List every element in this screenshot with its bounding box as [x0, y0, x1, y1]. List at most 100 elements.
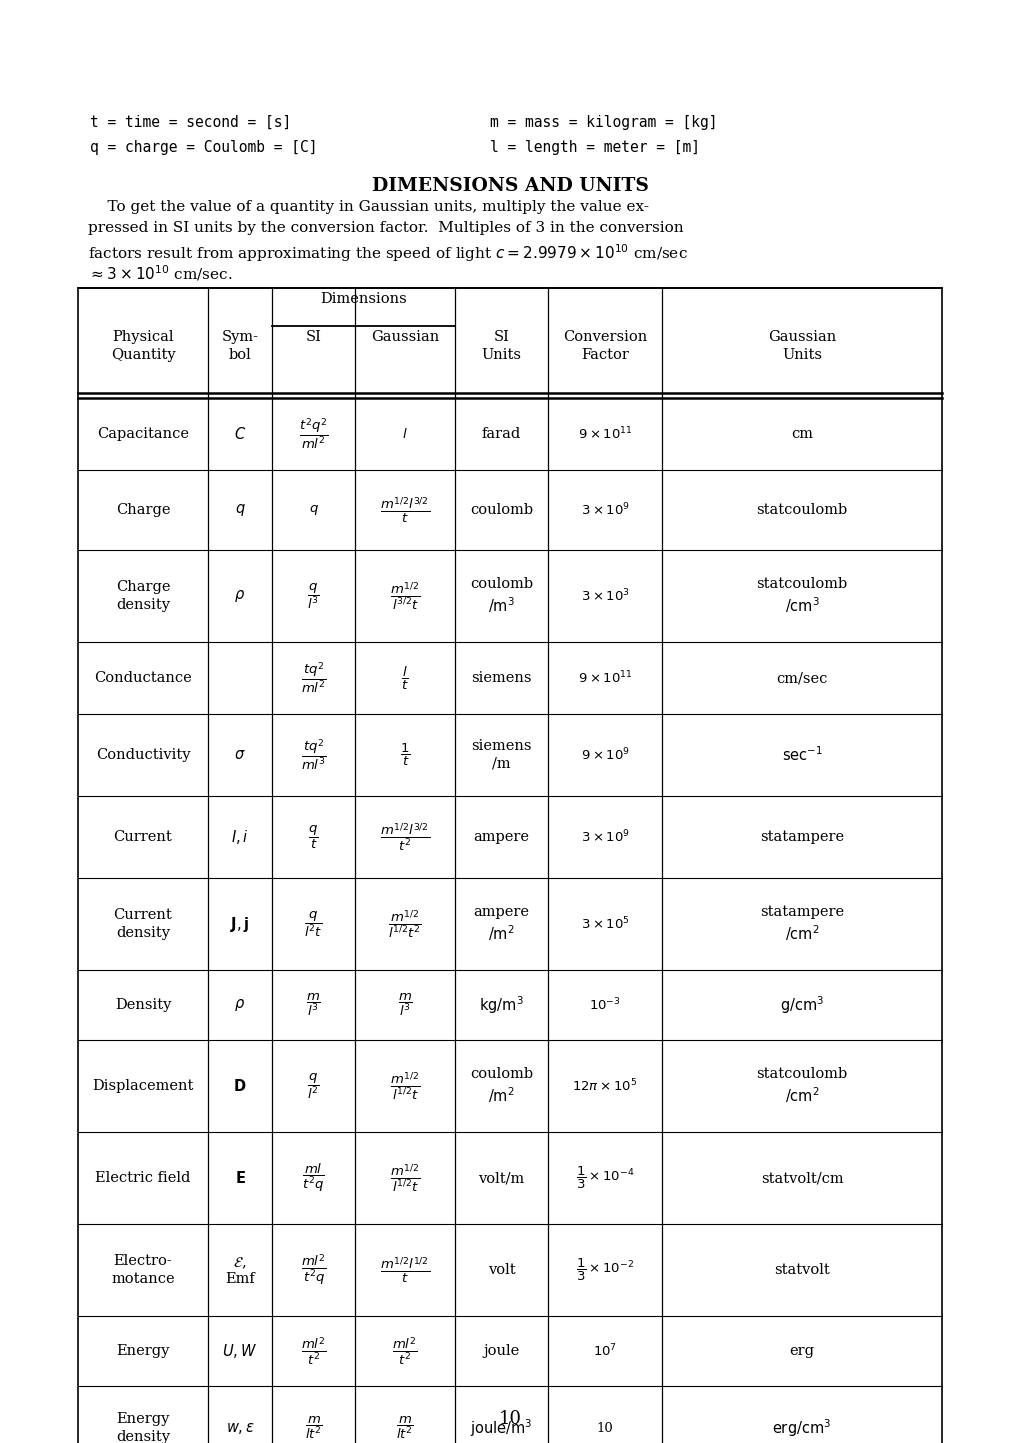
Text: $\dfrac{m^{1/2}}{l^{1/2}t}$: $\dfrac{m^{1/2}}{l^{1/2}t}$ — [389, 1162, 420, 1193]
Text: DIMENSIONS AND UNITS: DIMENSIONS AND UNITS — [371, 177, 648, 195]
Text: $\dfrac{m}{lt^2}$: $\dfrac{m}{lt^2}$ — [305, 1414, 322, 1442]
Text: t = time = second = [s]: t = time = second = [s] — [90, 115, 291, 130]
Text: $\dfrac{m^{1/2}l^{1/2}}{t}$: $\dfrac{m^{1/2}l^{1/2}}{t}$ — [380, 1255, 430, 1284]
Text: Displacement: Displacement — [93, 1079, 194, 1092]
Text: $\dfrac{l}{t}$: $\dfrac{l}{t}$ — [400, 664, 409, 691]
Text: Conductivity: Conductivity — [96, 747, 191, 762]
Text: $q$: $q$ — [308, 504, 318, 517]
Text: $\approx 3 \times 10^{10}$ cm/sec.: $\approx 3 \times 10^{10}$ cm/sec. — [88, 263, 232, 283]
Text: Current: Current — [113, 830, 172, 844]
Text: joule: joule — [483, 1343, 519, 1358]
Text: $I, i$: $I, i$ — [231, 828, 249, 846]
Text: $9 \times 10^{11}$: $9 \times 10^{11}$ — [577, 426, 632, 443]
Text: $\dfrac{1}{3} \times 10^{-2}$: $\dfrac{1}{3} \times 10^{-2}$ — [576, 1257, 634, 1283]
Text: statvolt/cm: statvolt/cm — [760, 1172, 843, 1185]
Text: $\dfrac{1}{t}$: $\dfrac{1}{t}$ — [399, 742, 410, 768]
Text: $3 \times 10^{9}$: $3 \times 10^{9}$ — [580, 502, 629, 518]
Text: coulomb
$/\mathrm{m}^2$: coulomb $/\mathrm{m}^2$ — [470, 1066, 533, 1105]
Text: $3 \times 10^{5}$: $3 \times 10^{5}$ — [580, 916, 629, 932]
Text: $\dfrac{ml^2}{t^2}$: $\dfrac{ml^2}{t^2}$ — [301, 1335, 326, 1367]
Text: Capacitance: Capacitance — [97, 427, 189, 442]
Text: $\dfrac{tq^2}{ml^3}$: $\dfrac{tq^2}{ml^3}$ — [301, 737, 326, 772]
Text: Charge
density: Charge density — [115, 580, 170, 612]
Text: coulomb: coulomb — [470, 504, 533, 517]
Text: $\dfrac{m}{l^3}$: $\dfrac{m}{l^3}$ — [397, 991, 412, 1019]
Text: $\dfrac{1}{3} \times 10^{-4}$: $\dfrac{1}{3} \times 10^{-4}$ — [575, 1165, 634, 1190]
Text: $\dfrac{ml^2}{t^2}$: $\dfrac{ml^2}{t^2}$ — [391, 1335, 418, 1367]
Text: Electric field: Electric field — [95, 1172, 191, 1185]
Text: Energy
density: Energy density — [116, 1413, 170, 1443]
Text: $\dfrac{ml^2}{t^2q}$: $\dfrac{ml^2}{t^2q}$ — [301, 1253, 326, 1287]
Text: $\dfrac{t^2q^2}{ml^2}$: $\dfrac{t^2q^2}{ml^2}$ — [299, 417, 328, 452]
Text: factors result from approximating the speed of light $c = 2.9979 \times 10^{10}$: factors result from approximating the sp… — [88, 242, 687, 264]
Text: $\dfrac{m^{1/2}}{l^{1/2}t^2}$: $\dfrac{m^{1/2}}{l^{1/2}t^2}$ — [387, 908, 422, 939]
Text: $\mathrm{erg/cm}^3$: $\mathrm{erg/cm}^3$ — [771, 1417, 830, 1439]
Text: $\dfrac{m}{l^3}$: $\dfrac{m}{l^3}$ — [306, 991, 321, 1019]
Text: $\mathrm{joule/m}^3$: $\mathrm{joule/m}^3$ — [470, 1417, 532, 1439]
Text: $\mathbf{D}$: $\mathbf{D}$ — [233, 1078, 247, 1094]
Text: $9 \times 10^{9}$: $9 \times 10^{9}$ — [580, 746, 629, 763]
Text: $U, W$: $U, W$ — [222, 1342, 258, 1359]
Text: cm: cm — [790, 427, 812, 442]
Text: Charge: Charge — [115, 504, 170, 517]
Text: $12\pi \times 10^{5}$: $12\pi \times 10^{5}$ — [572, 1078, 637, 1094]
Text: Electro-
motance: Electro- motance — [111, 1254, 174, 1286]
Text: $\dfrac{m^{1/2}l^{3/2}}{t^2}$: $\dfrac{m^{1/2}l^{3/2}}{t^2}$ — [380, 821, 430, 853]
Text: Current
density: Current density — [113, 908, 172, 939]
Text: $\mathcal{E}$,: $\mathcal{E}$, — [233, 1255, 247, 1271]
Text: Conductance: Conductance — [94, 671, 192, 685]
Text: Energy: Energy — [116, 1343, 169, 1358]
Text: $\dfrac{q}{l^2}$: $\dfrac{q}{l^2}$ — [307, 1071, 320, 1101]
Text: statcoulomb
$/\mathrm{cm}^3$: statcoulomb $/\mathrm{cm}^3$ — [756, 577, 847, 615]
Text: $\mathbf{E}$: $\mathbf{E}$ — [234, 1170, 246, 1186]
Text: SI: SI — [306, 330, 321, 343]
Text: $\dfrac{ml}{t^2q}$: $\dfrac{ml}{t^2q}$ — [302, 1162, 324, 1195]
Text: Density: Density — [115, 999, 171, 1012]
Text: statampere: statampere — [759, 830, 844, 844]
Text: q = charge = Coulomb = [C]: q = charge = Coulomb = [C] — [90, 140, 317, 154]
Text: $\dfrac{m^{1/2}}{l^{3/2}t}$: $\dfrac{m^{1/2}}{l^{3/2}t}$ — [389, 580, 420, 612]
Text: coulomb
$/\mathrm{m}^3$: coulomb $/\mathrm{m}^3$ — [470, 577, 533, 615]
Text: $\dfrac{q}{l^2t}$: $\dfrac{q}{l^2t}$ — [304, 909, 322, 938]
Text: 10: 10 — [596, 1421, 612, 1434]
Text: statvolt: statvolt — [773, 1263, 829, 1277]
Text: siemens
/m: siemens /m — [471, 739, 531, 771]
Text: Conversion
Factor: Conversion Factor — [562, 330, 646, 362]
Text: Gaussian: Gaussian — [371, 330, 439, 343]
Text: Dimensions: Dimensions — [320, 291, 407, 306]
Text: $3 \times 10^{3}$: $3 \times 10^{3}$ — [580, 587, 629, 605]
Text: $\dfrac{q}{l^3}$: $\dfrac{q}{l^3}$ — [307, 582, 320, 610]
Text: $9 \times 10^{11}$: $9 \times 10^{11}$ — [577, 670, 632, 687]
Text: To get the value of a quantity in Gaussian units, multiply the value ex-: To get the value of a quantity in Gaussi… — [88, 201, 648, 214]
Text: ampere
$/\mathrm{m}^2$: ampere $/\mathrm{m}^2$ — [473, 905, 529, 944]
Text: siemens: siemens — [471, 671, 531, 685]
Text: $\mathbf{J},\mathbf{j}$: $\mathbf{J},\mathbf{j}$ — [230, 915, 250, 934]
Text: $\mathrm{sec}^{-1}$: $\mathrm{sec}^{-1}$ — [781, 746, 821, 765]
Text: $\dfrac{tq^2}{ml^2}$: $\dfrac{tq^2}{ml^2}$ — [301, 661, 326, 696]
Text: $3 \times 10^{9}$: $3 \times 10^{9}$ — [580, 828, 629, 846]
Text: erg: erg — [789, 1343, 814, 1358]
Text: Emf: Emf — [225, 1271, 255, 1286]
Text: Physical
Quantity: Physical Quantity — [111, 330, 175, 362]
Text: cm/sec: cm/sec — [775, 671, 826, 685]
Text: $\mathrm{kg/m}^3$: $\mathrm{kg/m}^3$ — [479, 994, 524, 1016]
Text: $10^{-3}$: $10^{-3}$ — [589, 997, 621, 1013]
Text: $q$: $q$ — [234, 502, 246, 518]
Text: 10: 10 — [498, 1410, 521, 1429]
Text: $\sigma$: $\sigma$ — [234, 747, 246, 762]
Text: ampere: ampere — [473, 830, 529, 844]
Text: volt: volt — [487, 1263, 515, 1277]
Text: $\rho$: $\rho$ — [234, 587, 246, 605]
Text: $\mathrm{g/cm}^3$: $\mathrm{g/cm}^3$ — [780, 994, 823, 1016]
Text: $\dfrac{q}{t}$: $\dfrac{q}{t}$ — [308, 824, 318, 850]
Text: volt/m: volt/m — [478, 1172, 524, 1185]
Text: $\dfrac{m}{lt^2}$: $\dfrac{m}{lt^2}$ — [395, 1414, 414, 1442]
Bar — [77, 289, 942, 1443]
Text: farad: farad — [481, 427, 521, 442]
Text: statampere
$/\mathrm{cm}^2$: statampere $/\mathrm{cm}^2$ — [759, 905, 844, 944]
Text: $\dfrac{m^{1/2}l^{3/2}}{t}$: $\dfrac{m^{1/2}l^{3/2}}{t}$ — [380, 495, 430, 525]
Text: $C$: $C$ — [233, 426, 246, 442]
Text: statcoulomb
$/\mathrm{cm}^2$: statcoulomb $/\mathrm{cm}^2$ — [756, 1066, 847, 1105]
Text: SI
Units: SI Units — [481, 330, 521, 362]
Text: $10^{7}$: $10^{7}$ — [592, 1342, 616, 1359]
